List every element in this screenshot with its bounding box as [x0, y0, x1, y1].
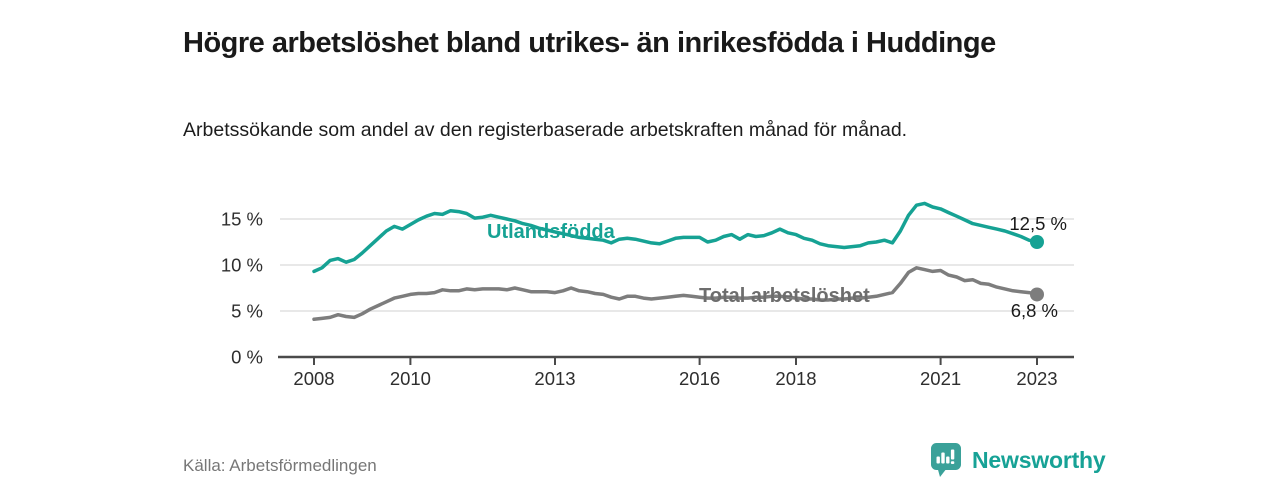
x-axis-label: 2018 [775, 368, 816, 389]
y-axis-label: 15 % [221, 209, 263, 230]
y-axis-label: 10 % [221, 255, 263, 276]
end-value-label-total-arbetsl-shet: 6,8 % [1011, 300, 1058, 321]
x-axis-label: 2010 [390, 368, 431, 389]
newsworthy-logo: Newsworthy [930, 442, 1106, 478]
source-text: Källa: Arbetsförmedlingen [183, 456, 377, 475]
series-line-utlandsf-dda [312, 201, 1039, 274]
y-axis-label: 5 % [231, 301, 263, 322]
series-line-total-arbetsl-shet [312, 266, 1039, 322]
page-title: Högre arbetslöshet bland utrikes- än inr… [183, 27, 996, 60]
x-axis-label: 2013 [534, 368, 575, 389]
end-value-label-utlandsf-dda: 12,5 % [1009, 213, 1067, 234]
page-subtitle: Arbetssökande som andel av den registerb… [183, 118, 908, 141]
x-axis-label: 2023 [1016, 368, 1057, 389]
series-label-utlandsf-dda: Utlandsfödda [487, 221, 616, 243]
series-end-dot-total-arbetsl-shet [1030, 287, 1044, 302]
bar-chart-speech-bubble-icon [930, 442, 963, 478]
series-label-total-arbetsl-shet: Total arbetslöshet [699, 285, 870, 307]
x-axis-label: 2016 [679, 368, 720, 389]
brand-name: Newsworthy [972, 446, 1106, 473]
x-axis-label: 2021 [920, 368, 961, 389]
y-axis-label: 0 % [231, 347, 263, 368]
series-end-dot-utlandsf-dda [1030, 235, 1044, 249]
x-axis-label: 2008 [293, 368, 334, 389]
